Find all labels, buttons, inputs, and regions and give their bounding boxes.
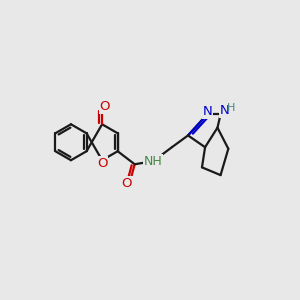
Text: O: O xyxy=(122,177,132,190)
Text: N: N xyxy=(219,104,229,117)
Text: H: H xyxy=(227,103,236,112)
Text: O: O xyxy=(99,100,110,113)
Text: O: O xyxy=(97,157,107,170)
Text: NH: NH xyxy=(144,155,163,168)
Text: N: N xyxy=(202,105,212,118)
